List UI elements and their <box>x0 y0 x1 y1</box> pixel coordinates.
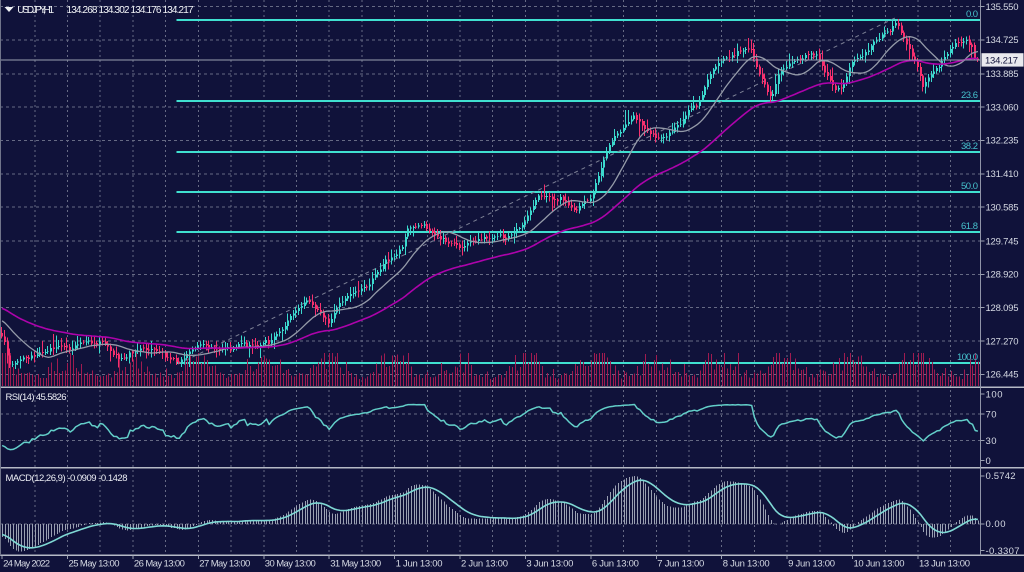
svg-text:0.0: 0.0 <box>966 9 978 20</box>
svg-text:134.268 134.302 134.176 134.21: 134.268 134.302 134.176 134.217 <box>67 5 194 16</box>
svg-text:127.270: 127.270 <box>986 336 1019 347</box>
svg-text:70: 70 <box>986 409 997 420</box>
svg-text:130.585: 130.585 <box>986 202 1019 213</box>
svg-text:128.920: 128.920 <box>986 270 1019 281</box>
svg-text:27 May 13:00: 27 May 13:00 <box>199 559 250 570</box>
svg-text:135.550: 135.550 <box>986 2 1019 13</box>
svg-text:7 Jun 13:00: 7 Jun 13:00 <box>657 559 704 570</box>
svg-text:131.410: 131.410 <box>986 169 1019 180</box>
svg-text:13 Jun 13:00: 13 Jun 13:00 <box>919 559 970 570</box>
svg-text:6 Jun 13:00: 6 Jun 13:00 <box>592 559 639 570</box>
svg-text:100.0: 100.0 <box>957 352 978 363</box>
svg-text:31 May 13:00: 31 May 13:00 <box>330 559 381 570</box>
svg-text:25 May 13:00: 25 May 13:00 <box>69 559 120 570</box>
svg-text:RSI(14) 45.5826: RSI(14) 45.5826 <box>6 392 67 403</box>
svg-text:26 May 13:00: 26 May 13:00 <box>134 559 185 570</box>
svg-text:24 May 2022: 24 May 2022 <box>3 559 50 570</box>
svg-text:3 Jun 13:00: 3 Jun 13:00 <box>526 559 573 570</box>
svg-text:134.725: 134.725 <box>986 35 1019 46</box>
svg-text:0.00: 0.00 <box>986 519 1006 530</box>
svg-text:129.745: 129.745 <box>986 236 1019 247</box>
svg-text:10 Jun 13:00: 10 Jun 13:00 <box>854 559 905 570</box>
svg-text:133.885: 133.885 <box>986 69 1019 80</box>
svg-text:USDJPY,H1: USDJPY,H1 <box>17 5 54 16</box>
svg-text:9 Jun 13:00: 9 Jun 13:00 <box>788 559 835 570</box>
svg-text:1 Jun 13:00: 1 Jun 13:00 <box>396 559 443 570</box>
svg-text:100: 100 <box>986 389 1003 400</box>
svg-text:126.445: 126.445 <box>986 370 1019 381</box>
svg-text:0.5742: 0.5742 <box>986 471 1016 482</box>
svg-text:8 Jun 13:00: 8 Jun 13:00 <box>723 559 770 570</box>
svg-text:134.217: 134.217 <box>985 55 1018 66</box>
svg-text:23.6: 23.6 <box>961 90 978 101</box>
svg-text:30 May 13:00: 30 May 13:00 <box>265 559 316 570</box>
svg-text:30: 30 <box>986 436 997 447</box>
svg-text:50.0: 50.0 <box>961 181 978 192</box>
svg-text:128.095: 128.095 <box>986 303 1019 314</box>
svg-text:133.060: 133.060 <box>986 102 1019 113</box>
svg-text:2 Jun 13:00: 2 Jun 13:00 <box>461 559 508 570</box>
svg-text:MACD(12,26,9) -0.0909 -0.1428: MACD(12,26,9) -0.0909 -0.1428 <box>6 473 128 484</box>
svg-text:132.235: 132.235 <box>986 136 1019 147</box>
svg-text:61.8: 61.8 <box>961 221 978 232</box>
svg-text:-0.3307: -0.3307 <box>986 546 1020 557</box>
svg-text:0: 0 <box>986 456 991 467</box>
svg-text:38.2: 38.2 <box>961 141 978 152</box>
